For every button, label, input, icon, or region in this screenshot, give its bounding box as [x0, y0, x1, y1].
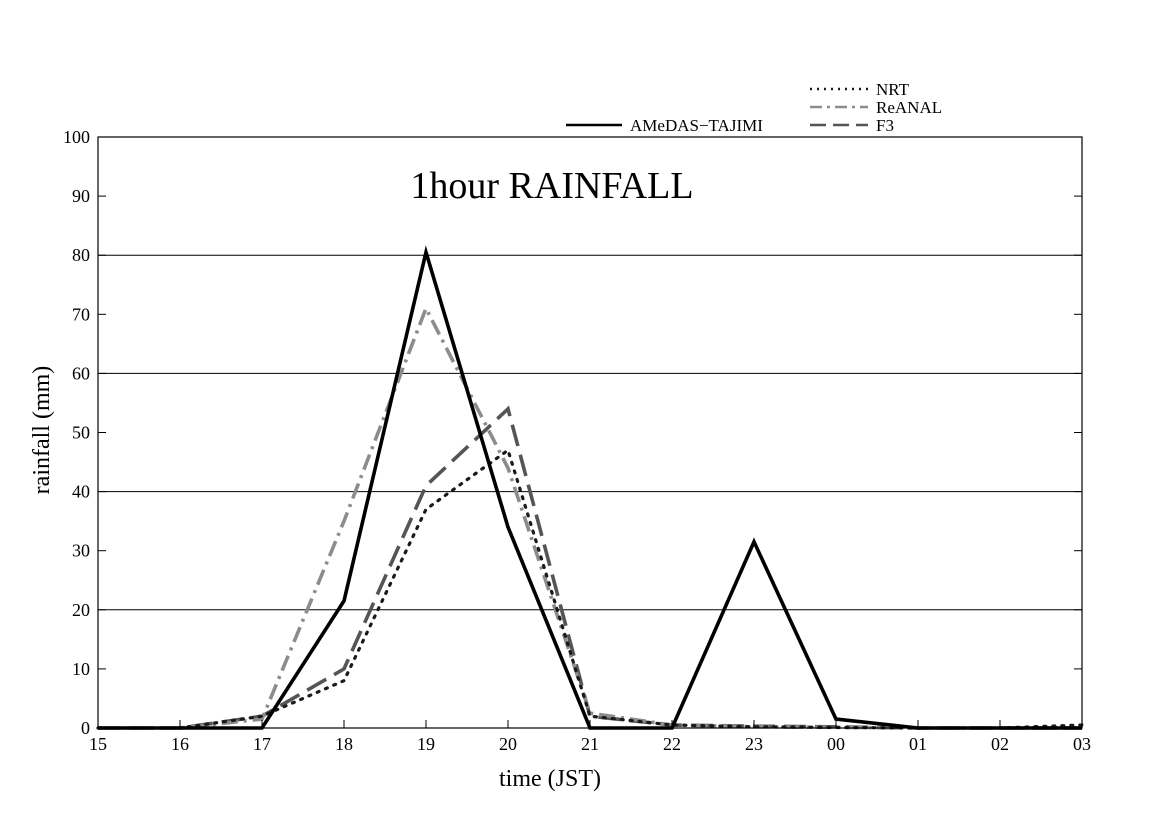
x-tick-label: 15: [89, 734, 107, 754]
y-tick-label: 0: [81, 718, 90, 738]
x-tick-label: 18: [335, 734, 353, 754]
x-tick-label: 16: [171, 734, 189, 754]
series-line-reanal: [98, 304, 1082, 730]
legend-label: NRT: [876, 80, 910, 99]
y-tick-label: 70: [72, 304, 90, 324]
y-tick-label: 10: [72, 659, 90, 679]
x-axis: 15 16 17 18 19 20 21 22 23 00 01 02 03: [89, 720, 1091, 754]
y-axis-label: rainfall (mm): [29, 366, 55, 495]
series-line-amedas-tajimi: [98, 245, 1082, 730]
y-tick-label: 60: [72, 363, 90, 383]
x-tick-label: 01: [909, 734, 927, 754]
x-tick-label: 00: [827, 734, 845, 754]
y-axis: 0 10 20 30 40 50 60 70 80 90 100: [63, 127, 1082, 738]
x-tick-label: 21: [581, 734, 599, 754]
x-tick-label: 23: [745, 734, 763, 754]
y-tick-label: 20: [72, 600, 90, 620]
y-tick-label: 90: [72, 186, 90, 206]
legend-label: ReANAL: [876, 98, 942, 117]
plot-frame: [97, 136, 1083, 729]
series-lines: [96, 245, 1084, 730]
y-tick-label: 80: [72, 245, 90, 265]
x-tick-label: 03: [1073, 734, 1091, 754]
x-tick-label: 22: [663, 734, 681, 754]
chart-title: 1hour RAINFALL: [410, 165, 693, 207]
y-tick-label: 50: [72, 423, 90, 443]
y-tick-label: 30: [72, 541, 90, 561]
y-tick-label: 40: [72, 482, 90, 502]
x-tick-label: 20: [499, 734, 517, 754]
x-tick-label: 02: [991, 734, 1009, 754]
x-tick-label: 17: [253, 734, 271, 754]
gridlines: [98, 254, 1082, 611]
x-tick-label: 19: [417, 734, 435, 754]
x-axis-label: time (JST): [499, 766, 601, 792]
legend-label: F3: [876, 116, 894, 135]
y-tick-label: 100: [63, 127, 90, 147]
series-line-f3: [98, 405, 1082, 730]
legend-label: AMeDAS−TAJIMI: [630, 116, 763, 135]
